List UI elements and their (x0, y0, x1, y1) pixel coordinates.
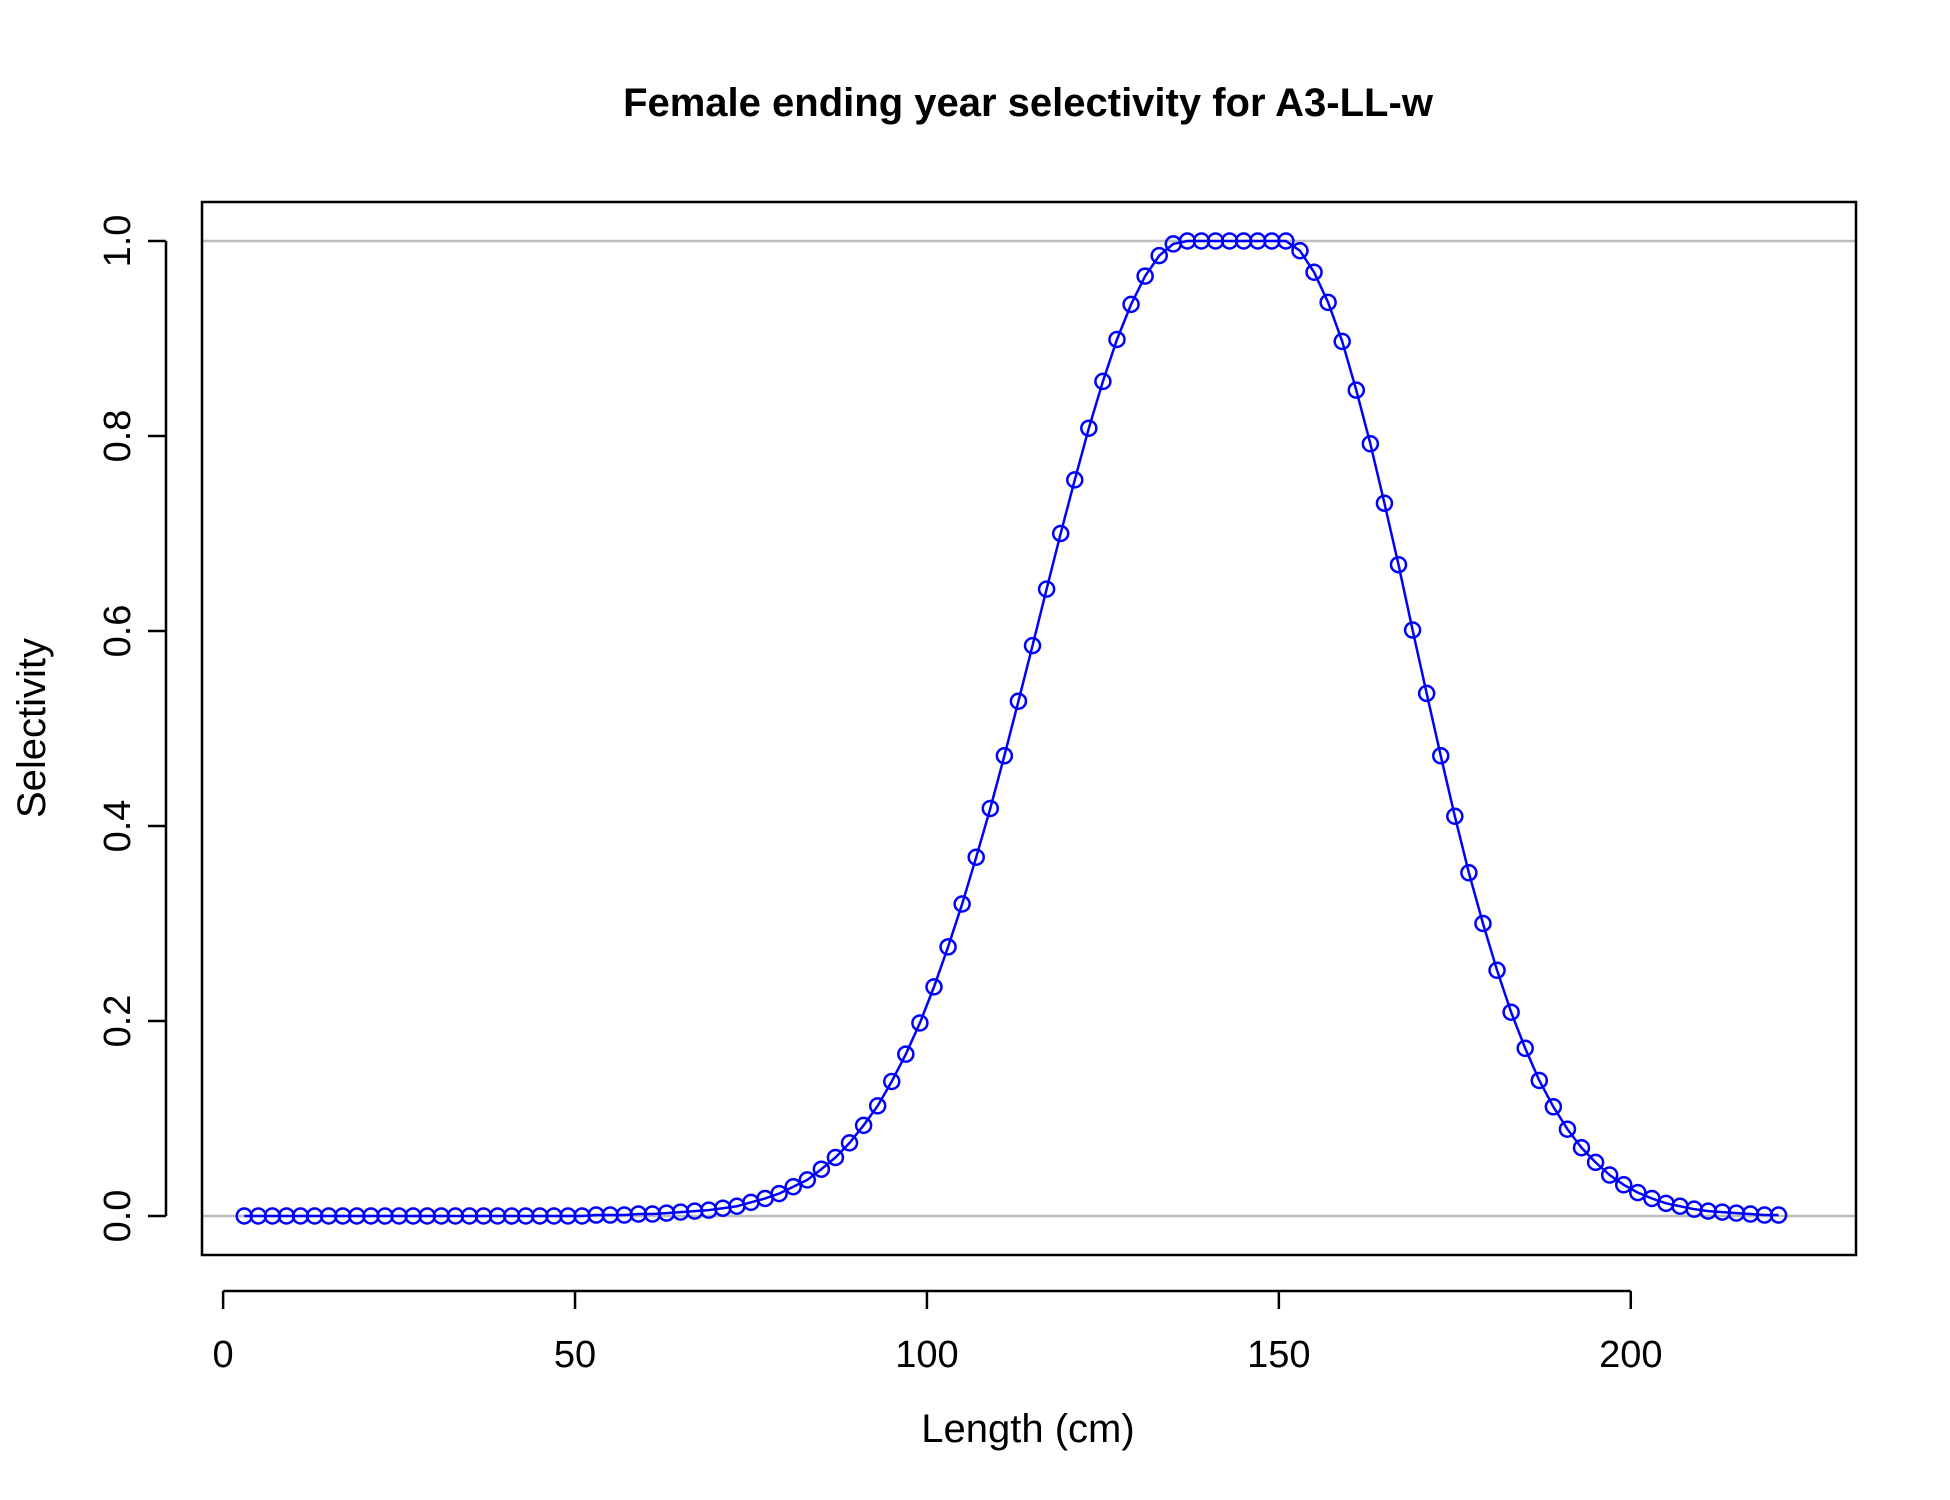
data-point (1572, 1139, 1591, 1157)
data-point (1361, 435, 1380, 453)
data-point (911, 1014, 929, 1032)
data-point (1586, 1153, 1605, 1172)
data-point (784, 1178, 802, 1196)
x-axis: 0 50 100 150 200 (213, 1289, 1662, 1376)
data-point (1051, 524, 1070, 543)
data-point (1150, 246, 1168, 265)
data-point (1009, 692, 1028, 710)
y-axis-label: Selectivity (10, 638, 54, 818)
data-point (1389, 555, 1408, 574)
data-point (770, 1184, 788, 1203)
data-point (1136, 267, 1154, 285)
reference-lines (202, 239, 1856, 1218)
data-point (1080, 419, 1098, 437)
data-point (854, 1116, 873, 1135)
data-point (1094, 372, 1112, 391)
data-point (1037, 580, 1056, 598)
x-tick-label: 0 (213, 1334, 234, 1376)
chart-title: Female ending year selectivity for A3-LL… (623, 81, 1434, 125)
data-point (1474, 914, 1492, 933)
plot-frame (200, 200, 1858, 1257)
x-tick-label: 100 (895, 1334, 958, 1376)
y-tick-label: 1.0 (97, 215, 139, 268)
data-point (1530, 1071, 1549, 1090)
data-point (995, 747, 1014, 765)
data-point (1333, 332, 1351, 351)
data-point (1488, 961, 1506, 980)
y-tick-label: 0.0 (97, 1190, 139, 1243)
y-axis: 0.0 0.2 0.4 0.6 0.8 1.0 (97, 215, 168, 1243)
data-point (1319, 293, 1337, 312)
series-line (244, 239, 1779, 1218)
data-point (868, 1097, 887, 1115)
data-point (1558, 1120, 1577, 1138)
data-point (1065, 471, 1084, 489)
data-point (1347, 381, 1366, 399)
data-point (897, 1045, 915, 1063)
data-point (826, 1148, 845, 1167)
data-point (798, 1171, 817, 1189)
data-point (1600, 1166, 1619, 1184)
data-point (1502, 1003, 1520, 1021)
data-point (1291, 242, 1309, 260)
data-point (1122, 295, 1140, 314)
data-point (953, 895, 971, 913)
data-point (1544, 1098, 1563, 1116)
data-point (967, 848, 985, 866)
x-tick-label: 150 (1247, 1334, 1310, 1376)
data-point (1023, 636, 1042, 655)
data-point (981, 799, 1000, 818)
x-tick-label: 50 (554, 1334, 596, 1376)
x-axis-label: Length (cm) (921, 1407, 1134, 1451)
data-point (1629, 1183, 1647, 1202)
data-point (1108, 330, 1126, 349)
data-point (925, 978, 943, 996)
y-tick-label: 0.2 (97, 995, 139, 1048)
data-point (1305, 263, 1323, 281)
data-point (1614, 1176, 1633, 1194)
data-point (1460, 864, 1478, 882)
data-point (1446, 807, 1464, 825)
y-tick-label: 0.6 (97, 605, 139, 658)
data-point (840, 1134, 859, 1152)
data-point (1431, 747, 1450, 765)
data-point (812, 1160, 831, 1178)
data-point (1277, 232, 1295, 250)
data-point (1516, 1039, 1534, 1058)
data-point (1375, 494, 1394, 513)
data-point (883, 1072, 901, 1091)
data-point (1403, 621, 1422, 639)
data-point (1769, 1206, 1788, 1224)
x-tick-label: 200 (1599, 1334, 1662, 1376)
series-selectivity (235, 232, 1788, 1225)
y-tick-label: 0.8 (97, 410, 139, 463)
data-point (1417, 684, 1436, 703)
y-tick-label: 0.4 (97, 800, 139, 853)
data-point (939, 938, 957, 956)
